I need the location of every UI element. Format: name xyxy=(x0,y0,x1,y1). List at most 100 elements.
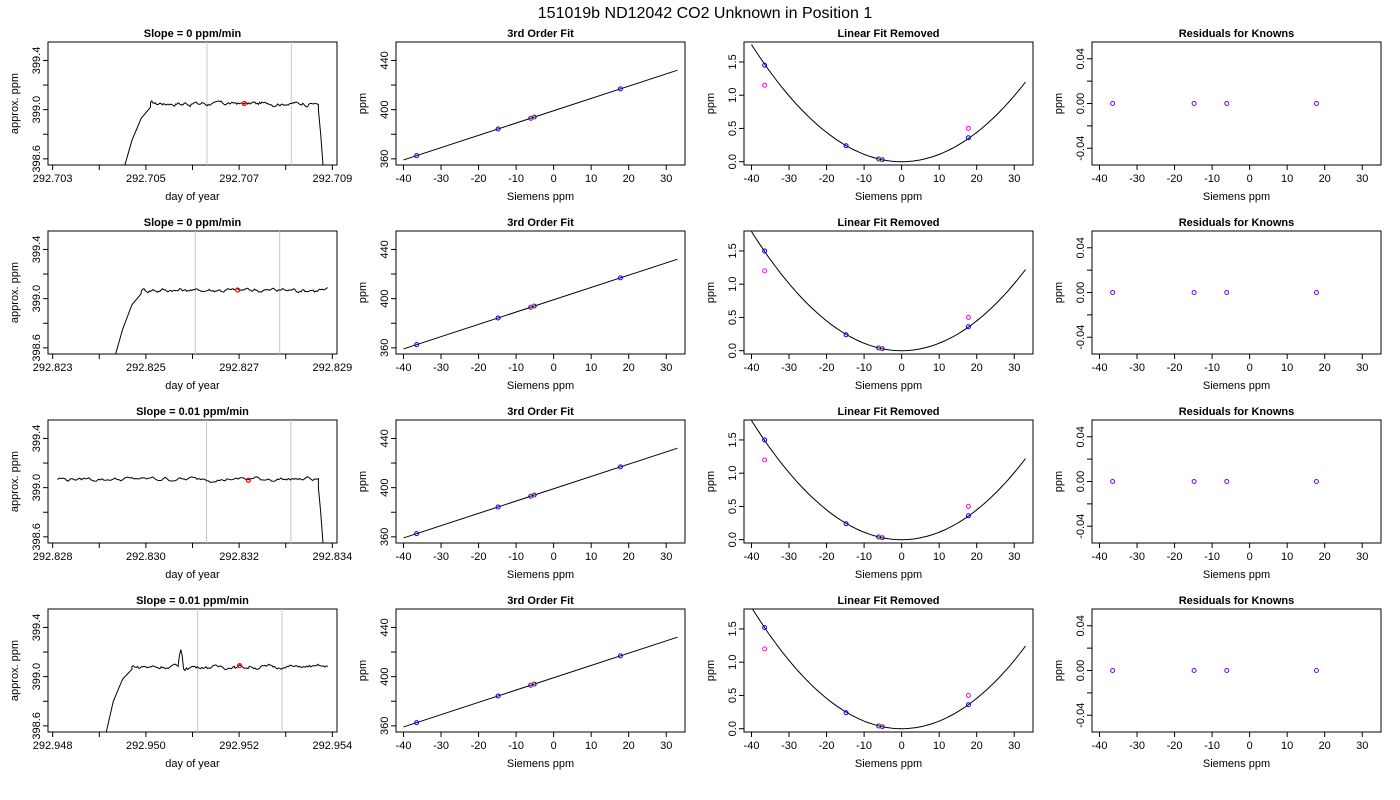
x-tick-label: -10 xyxy=(856,740,872,752)
x-tick-label: 10 xyxy=(585,740,597,752)
fit-point xyxy=(876,534,882,540)
raw-point xyxy=(965,692,971,698)
x-tick-label: -40 xyxy=(744,173,760,185)
x-tick-label: -40 xyxy=(1092,551,1108,563)
y-tick-label: 1.0 xyxy=(727,466,739,481)
x-tick-label: -40 xyxy=(744,740,760,752)
x-tick-label: 0 xyxy=(899,740,905,752)
x-tick-label: 30 xyxy=(660,362,672,374)
x-tick-label: 292.950 xyxy=(126,740,166,752)
x-tick-label: 0 xyxy=(1247,362,1253,374)
x-tick-label: -40 xyxy=(744,551,760,563)
x-axis-label: Siemens ppm xyxy=(507,758,574,770)
concentration-trace xyxy=(57,476,324,543)
x-tick-label: -20 xyxy=(819,362,835,374)
quadratic-curve xyxy=(751,609,1026,730)
panel-r3-c0: Slope = 0.01 ppm/min 292.948 292.950 292.95… xyxy=(9,595,352,770)
panel-r0-c0: Slope = 0 ppm/min 292.703 292.705 292.707 29… xyxy=(9,28,352,203)
residual-point xyxy=(1224,290,1230,295)
plot-area xyxy=(1110,479,1319,484)
x-axis-label: Siemens ppm xyxy=(855,758,922,770)
x-tick-label: 10 xyxy=(933,551,945,563)
residual-point xyxy=(1313,479,1319,484)
y-tick-label: 1.5 xyxy=(727,243,739,258)
plot-area xyxy=(403,636,678,728)
mean-marker xyxy=(235,287,241,293)
x-tick-label: -20 xyxy=(1167,740,1183,752)
x-tick-label: 20 xyxy=(623,173,635,185)
standard-point xyxy=(617,464,623,470)
unknown-point xyxy=(878,156,884,162)
y-tick-label: 0.5 xyxy=(727,688,739,703)
y-tick-label: 400 xyxy=(379,667,391,685)
plot-area xyxy=(751,609,1026,730)
x-tick-label: 0 xyxy=(1247,740,1253,752)
y-tick-label: 0.0 xyxy=(727,721,739,736)
x-tick-label: -20 xyxy=(819,551,835,563)
mean-marker xyxy=(241,100,247,107)
y-tick-label: 0.04 xyxy=(1075,426,1087,447)
mean-marker xyxy=(236,662,243,669)
page-title: 151019b ND12042 CO2 Unknown in Position … xyxy=(538,5,873,22)
y-tick-label: 360 xyxy=(379,339,391,357)
plot-area xyxy=(751,44,1026,163)
fit-line xyxy=(403,69,678,161)
x-axis-label: day of year xyxy=(165,758,220,770)
x-tick-label: 292.823 xyxy=(33,362,73,374)
y-tick-label: 1.5 xyxy=(727,54,739,69)
x-tick-label: 20 xyxy=(971,173,983,185)
y-tick-label: 399.4 xyxy=(31,236,43,264)
fit-point xyxy=(876,345,882,351)
fit-point xyxy=(965,702,971,708)
y-axis-label: ppm xyxy=(705,660,717,681)
y-tick-label: 400 xyxy=(379,100,391,118)
residual-point xyxy=(1110,290,1116,295)
fit-point xyxy=(843,143,849,149)
x-tick-label: 292.707 xyxy=(219,173,259,185)
panel-title: Slope = 0 ppm/min xyxy=(144,28,242,40)
y-tick-label: 400 xyxy=(379,478,391,496)
fit-point xyxy=(876,723,882,729)
plot-frame xyxy=(743,41,1034,166)
raw-point xyxy=(762,268,768,274)
raw-point xyxy=(762,82,768,88)
fit-point xyxy=(965,324,971,330)
fit-point xyxy=(762,248,768,254)
residual-point xyxy=(1313,668,1319,673)
x-tick-label: 292.705 xyxy=(126,173,166,185)
panel-r3-c3: Residuals for Knowns -40 -30 -20 -10 0 10 20 30 S… xyxy=(1053,595,1382,770)
x-tick-label: -30 xyxy=(781,173,797,185)
y-tick-label: 0.04 xyxy=(1075,615,1087,636)
plot-frame xyxy=(395,419,686,544)
x-tick-label: 10 xyxy=(1281,740,1293,752)
x-tick-label: -40 xyxy=(396,362,412,374)
x-tick-label: 0 xyxy=(899,173,905,185)
quadratic-curve xyxy=(751,231,1026,352)
panel-r1-c3: Residuals for Knowns -40 -30 -20 -10 0 10 20 30 S… xyxy=(1053,217,1382,392)
x-tick-label: 20 xyxy=(623,362,635,374)
y-tick-label: 1.5 xyxy=(727,432,739,447)
standard-point xyxy=(617,653,623,659)
x-tick-label: -10 xyxy=(1204,551,1220,563)
x-tick-label: 20 xyxy=(1319,362,1331,374)
x-axis-label: Siemens ppm xyxy=(1203,758,1270,770)
x-axis-label: Siemens ppm xyxy=(507,569,574,581)
x-tick-label: 30 xyxy=(660,551,672,563)
plot-frame xyxy=(1091,608,1382,733)
x-tick-label: -10 xyxy=(508,173,524,185)
residual-point xyxy=(1224,668,1230,673)
y-axis-label: ppm xyxy=(705,282,717,303)
y-tick-label: -0.04 xyxy=(1075,514,1087,539)
plot-frame xyxy=(1091,230,1382,355)
x-tick-label: 292.830 xyxy=(126,551,166,563)
residual-point xyxy=(1313,290,1319,295)
y-tick-label: 399.0 xyxy=(31,474,43,502)
plot-frame xyxy=(395,41,686,166)
y-axis-label: approx. ppm xyxy=(9,262,21,323)
y-axis-label: approx. ppm xyxy=(9,73,21,134)
x-tick-label: -30 xyxy=(1129,551,1145,563)
x-axis-label: Siemens ppm xyxy=(855,191,922,203)
x-tick-label: 20 xyxy=(623,740,635,752)
y-axis-label: ppm xyxy=(1053,282,1065,303)
panel-grid: Slope = 0 ppm/min 292.703 292.705 292.707 29… xyxy=(9,28,1382,770)
